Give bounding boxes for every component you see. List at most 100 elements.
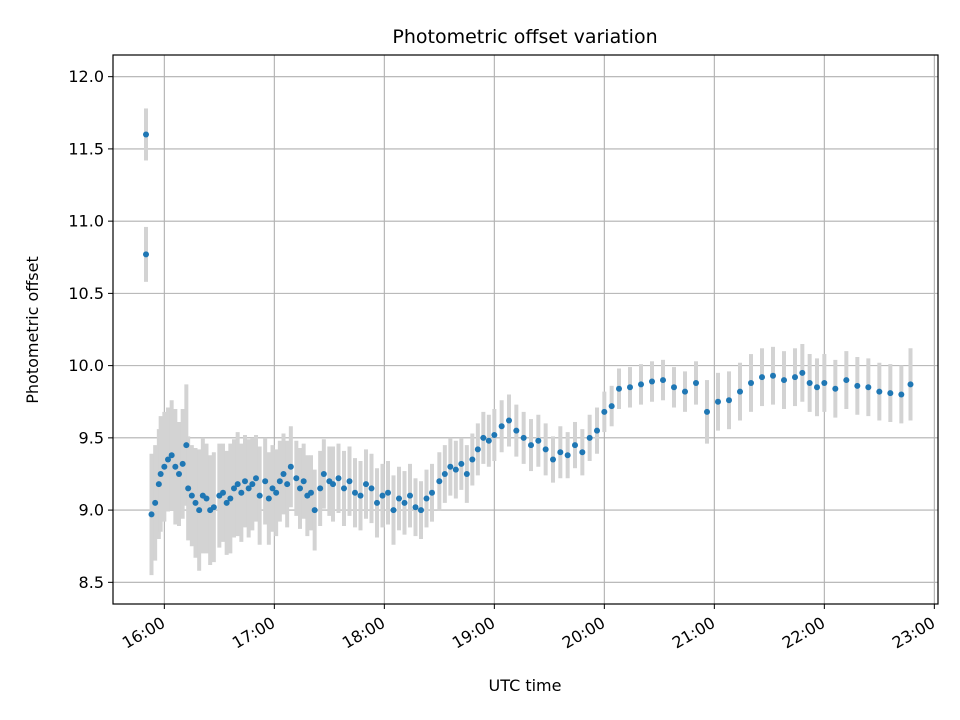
data-point	[320, 470, 327, 477]
data-point	[330, 481, 336, 488]
data-point	[203, 495, 210, 502]
data-point	[157, 470, 164, 477]
data-point	[429, 489, 435, 496]
data-point	[155, 481, 162, 488]
data-point	[161, 463, 168, 470]
y-tick-label: 12.0	[68, 67, 104, 86]
data-point	[452, 466, 459, 473]
data-point	[185, 485, 192, 492]
data-point	[550, 456, 556, 463]
data-point	[865, 384, 872, 391]
data-point	[152, 499, 159, 506]
y-axis-ticks: 8.5 9.0 9.5 10.0 10.5 11.0 11.5 12.0	[68, 67, 113, 592]
data-point	[704, 408, 710, 415]
data-point	[458, 460, 465, 467]
data-point	[474, 446, 481, 453]
data-point	[188, 492, 195, 499]
data-point	[898, 391, 905, 398]
data-point	[441, 470, 448, 477]
y-tick-label: 8.5	[79, 573, 104, 592]
data-point	[616, 385, 622, 392]
data-point	[168, 452, 175, 459]
data-point	[463, 470, 470, 477]
data-point	[520, 434, 527, 441]
data-point	[165, 456, 171, 463]
data-point	[480, 434, 487, 441]
data-point	[308, 489, 314, 496]
data-point	[179, 460, 186, 467]
y-axis-label: Photometric offset	[23, 256, 42, 404]
data-point	[799, 369, 806, 376]
data-point	[242, 478, 248, 485]
data-point	[821, 379, 828, 386]
data-point	[907, 381, 914, 388]
data-point	[608, 403, 615, 410]
data-point	[143, 131, 149, 138]
y-tick-label: 10.0	[68, 356, 104, 375]
data-point	[535, 437, 542, 444]
plot-frame	[112, 54, 939, 605]
data-point	[300, 478, 307, 485]
data-point	[407, 492, 413, 499]
data-point	[297, 485, 303, 492]
data-point	[579, 449, 586, 456]
data-point	[192, 499, 199, 506]
data-point	[148, 511, 155, 518]
data-point	[876, 388, 883, 395]
y-tick-label: 9.0	[79, 501, 104, 520]
data-point	[854, 382, 861, 389]
data-point	[564, 452, 571, 459]
data-point	[814, 384, 820, 391]
data-point	[183, 442, 190, 449]
data-point	[638, 381, 644, 388]
data-point	[390, 507, 397, 514]
data-point	[234, 481, 241, 488]
data-point	[341, 485, 347, 492]
data-point	[781, 377, 787, 384]
data-point	[572, 442, 578, 449]
y-tick-label: 11.5	[68, 139, 104, 158]
data-point	[385, 489, 391, 496]
data-point	[693, 379, 699, 386]
data-point	[436, 478, 443, 485]
data-point	[396, 495, 402, 502]
data-point	[586, 434, 593, 441]
data-point	[210, 504, 217, 511]
data-point	[513, 427, 520, 434]
data-point	[447, 463, 454, 470]
x-axis-label: UTC time	[489, 676, 562, 695]
data-point	[412, 504, 419, 511]
data-point	[317, 485, 324, 492]
data-point	[806, 379, 813, 386]
data-point	[469, 456, 476, 463]
data-point	[374, 499, 380, 506]
data-point	[273, 489, 280, 496]
y-tick-label: 10.5	[68, 284, 104, 303]
data-point	[601, 408, 608, 415]
data-point	[357, 492, 364, 499]
data-point	[276, 478, 283, 485]
data-point	[335, 475, 342, 482]
data-point	[649, 378, 655, 385]
data-point	[542, 446, 549, 453]
data-point	[792, 374, 798, 381]
data-point	[528, 442, 534, 449]
data-point	[256, 492, 263, 499]
data-point	[245, 485, 252, 492]
data-point	[143, 251, 149, 258]
data-point	[832, 385, 839, 392]
data-point	[770, 372, 776, 379]
data-point	[346, 478, 353, 485]
data-point	[660, 377, 666, 384]
data-point	[262, 478, 269, 485]
data-point	[238, 489, 245, 496]
data-point	[293, 475, 300, 482]
data-point	[491, 431, 498, 438]
data-point	[176, 470, 182, 477]
data-point	[249, 481, 256, 488]
data-point	[269, 485, 276, 492]
data-point	[227, 495, 234, 502]
